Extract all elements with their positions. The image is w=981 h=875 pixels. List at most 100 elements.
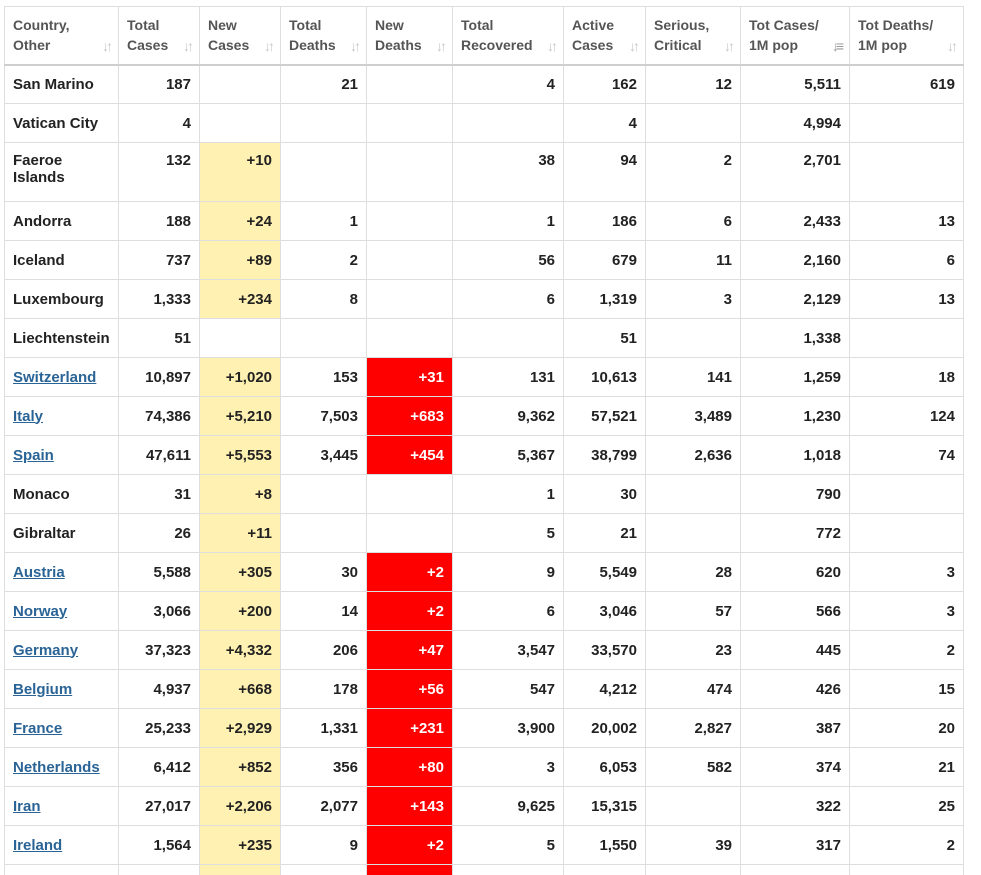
sort-updown-icon[interactable]: ↓↑ [724,38,735,54]
column-header-label: Tot Cases/ [749,17,819,34]
country-cell[interactable]: Germany [4,630,119,670]
country-cell[interactable]: Iran [4,786,119,826]
total-cases-cell: 187 [118,64,200,104]
country-link[interactable]: Iran [13,797,41,815]
deaths-per-1m-cell [849,318,964,358]
new-deaths-cell: +2 [366,552,453,592]
new-cases-cell [199,64,281,104]
country-link[interactable]: Germany [13,641,79,659]
table-row: Italy 74,386 +5,210 7,503 +683 9,362 57,521 3,4… [4,396,964,436]
column-header-label: Total [461,17,494,34]
new-cases-cell: +305 [199,552,281,592]
column-header-label: Tot Deaths/ [858,17,934,34]
new-deaths-cell: +454 [366,435,453,475]
column-header-label: Active [572,17,615,34]
column-header-total-deaths[interactable]: Total Deaths ↓↑ [280,6,367,66]
column-header-new-cases[interactable]: New Cases ↓↑ [199,6,281,66]
deaths-per-1m-cell: 25 [849,786,964,826]
new-cases-cell: +89 [199,240,281,280]
total-recovered-cell: 5 [452,825,564,865]
column-header-cases-per-1m[interactable]: Tot Cases/1M pop ↓≡ [740,6,850,66]
country-cell[interactable]: Ireland [4,825,119,865]
total-recovered-cell: 5 [452,513,564,553]
country-cell[interactable]: Belgium [4,669,119,709]
total-deaths-cell: 178 [280,669,367,709]
total-deaths-cell: 1,331 [280,708,367,748]
cases-per-1m-cell: 1,338 [740,318,850,358]
cases-per-1m-cell: 387 [740,708,850,748]
active-cases-cell: 94 [563,142,646,202]
new-deaths-cell [366,279,453,319]
new-deaths-cell [366,474,453,514]
country-link[interactable]: Belgium [13,680,73,698]
new-cases-cell: +24 [199,201,281,241]
total-cases-cell: 47,611 [118,435,200,475]
country-cell[interactable]: France [4,708,119,748]
serious-critical-cell [645,513,741,553]
deaths-per-1m-cell [849,474,964,514]
table-row: Gibraltar 26 +11 5 21 772 [4,513,964,553]
country-cell[interactable]: Spain [4,435,119,475]
new-deaths-cell [366,318,453,358]
country-cell[interactable]: Netherlands [4,747,119,787]
total-deaths-cell: 14 [280,591,367,631]
sort-updown-icon[interactable]: ↓↑ [629,38,640,54]
country-cell[interactable]: Switzerland [4,357,119,397]
country-link[interactable]: Netherlands [13,758,100,776]
column-header-deaths-per-1m[interactable]: Tot Deaths/1M pop ↓↑ [849,6,964,66]
column-header-new-deaths[interactable]: New Deaths ↓↑ [366,6,453,66]
active-cases-cell: 57,521 [563,396,646,436]
country-cell: Vatican City [4,103,119,143]
total-deaths-cell [280,103,367,143]
column-header-total-cases[interactable]: Total Cases ↓↑ [118,6,200,66]
deaths-per-1m-cell: 20 [849,708,964,748]
column-header-active-cases[interactable]: Active Cases ↓↑ [563,6,646,66]
country-link[interactable]: Switzerland [13,368,97,386]
country-link[interactable]: Austria [13,563,65,581]
country-link[interactable]: Ireland [13,836,63,854]
sort-updown-icon[interactable]: ↓↑ [183,38,194,54]
country-link[interactable]: Norway [13,602,68,620]
deaths-per-1m-cell: 3 [849,591,964,631]
cases-per-1m-cell: 5,511 [740,64,850,104]
total-deaths-cell: 21 [280,64,367,104]
table-row: France 25,233 +2,929 1,331 +231 3,900 20,002 2,… [4,708,964,748]
new-deaths-cell: +2 [366,825,453,865]
serious-critical-cell: 2,827 [645,708,741,748]
new-deaths-cell [366,103,453,143]
total-cases-cell: 25,233 [118,708,200,748]
country-link[interactable]: Spain [13,446,54,464]
new-deaths-cell: +56 [366,669,453,709]
sort-updown-icon[interactable]: ↓↑ [102,38,113,54]
sort-descending-icon[interactable]: ↓≡ [831,38,844,54]
serious-critical-cell: 474 [645,669,741,709]
sort-updown-icon[interactable]: ↓↑ [436,38,447,54]
table-row: Monaco 31 +8 1 30 790 [4,474,964,514]
country-cell[interactable]: Norway [4,591,119,631]
total-cases-cell: 27,017 [118,786,200,826]
country-name: Andorra [13,212,72,230]
sort-updown-icon[interactable]: ↓↑ [547,38,558,54]
country-link[interactable]: France [13,719,63,737]
country-cell[interactable]: Austria [4,552,119,592]
sort-updown-icon[interactable]: ↓↑ [264,38,275,54]
country-name: Iceland [13,251,65,269]
column-header-total-recovered[interactable]: Total Recovered ↓↑ [452,6,564,66]
active-cases-cell: 162 [563,64,646,104]
deaths-per-1m-cell [849,103,964,143]
serious-critical-cell: 3,489 [645,396,741,436]
column-header-label: New [208,17,237,34]
active-cases-cell: 51 [563,318,646,358]
column-header-serious-critical[interactable]: Serious, Critical ↓↑ [645,6,741,66]
column-header-label: Recovered [461,37,533,54]
sort-updown-icon[interactable]: ↓↑ [350,38,361,54]
deaths-per-1m-cell: 3 [849,552,964,592]
country-link[interactable]: Italy [13,407,44,425]
sort-updown-icon[interactable]: ↓↑ [947,38,958,54]
cases-per-1m-cell: 1,230 [740,396,850,436]
serious-critical-cell: 582 [645,747,741,787]
country-cell[interactable]: Italy [4,396,119,436]
column-header-country[interactable]: Country, Other ↓↑ [4,6,119,66]
total-deaths-cell: 3,445 [280,435,367,475]
total-recovered-cell: 3 [452,747,564,787]
